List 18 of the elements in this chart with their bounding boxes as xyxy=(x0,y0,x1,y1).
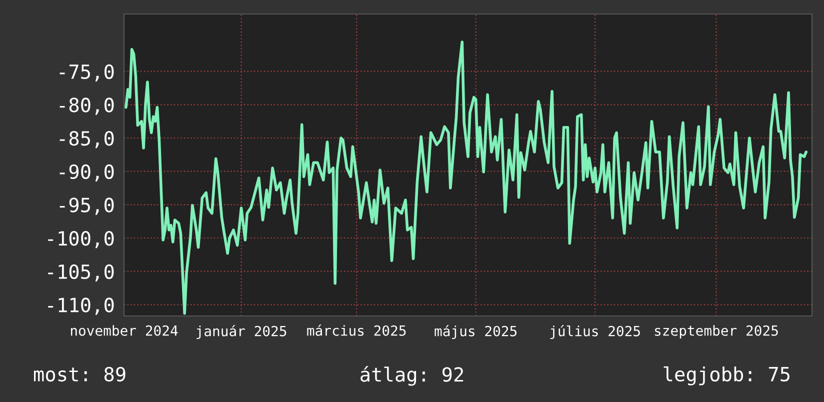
y-tick-label: -100,0 xyxy=(48,231,114,248)
x-tick-label: május 2025 xyxy=(434,325,517,340)
y-tick-label: -80,0 xyxy=(60,98,114,115)
text: átlag: 92 xyxy=(360,366,464,386)
y-tick-label: -95,0 xyxy=(60,198,114,215)
x-tick-label: március 2025 xyxy=(307,324,406,336)
x-tick-label: július 2025 xyxy=(550,325,640,340)
text: legjobb: 75 xyxy=(664,366,790,386)
x-tick-label: szeptember 2025 xyxy=(654,325,778,339)
y-tick-label: -110,0 xyxy=(48,298,114,315)
x-tick-label: november 2024 xyxy=(70,325,178,336)
text: most: 89 xyxy=(34,366,126,382)
x-tick-label: január 2025 xyxy=(196,325,286,340)
line-series xyxy=(124,40,808,315)
y-tick-label: -75,0 xyxy=(60,64,114,82)
y-tick-label: -85,0 xyxy=(60,131,114,148)
y-tick-label: -105,0 xyxy=(48,264,114,282)
y-tick-label: -90,0 xyxy=(60,164,114,182)
